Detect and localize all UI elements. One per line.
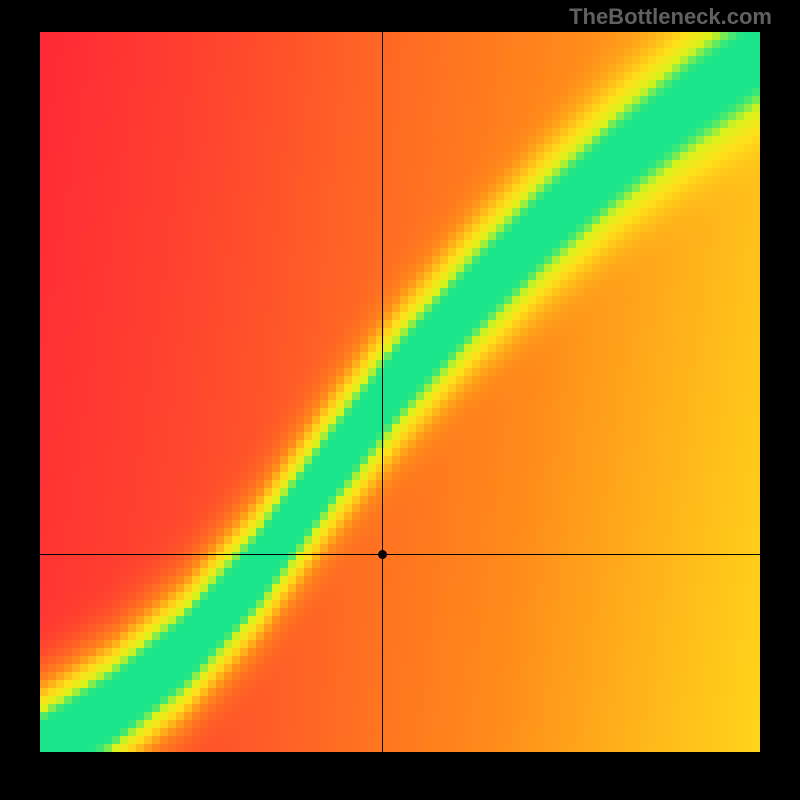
heatmap-canvas [40, 32, 760, 752]
watermark-text: TheBottleneck.com [569, 4, 772, 30]
crosshair-vertical [382, 32, 383, 752]
plot-area [40, 32, 760, 752]
root-container: TheBottleneck.com [0, 0, 800, 800]
crosshair-horizontal [40, 554, 760, 555]
marker-dot [378, 550, 387, 559]
